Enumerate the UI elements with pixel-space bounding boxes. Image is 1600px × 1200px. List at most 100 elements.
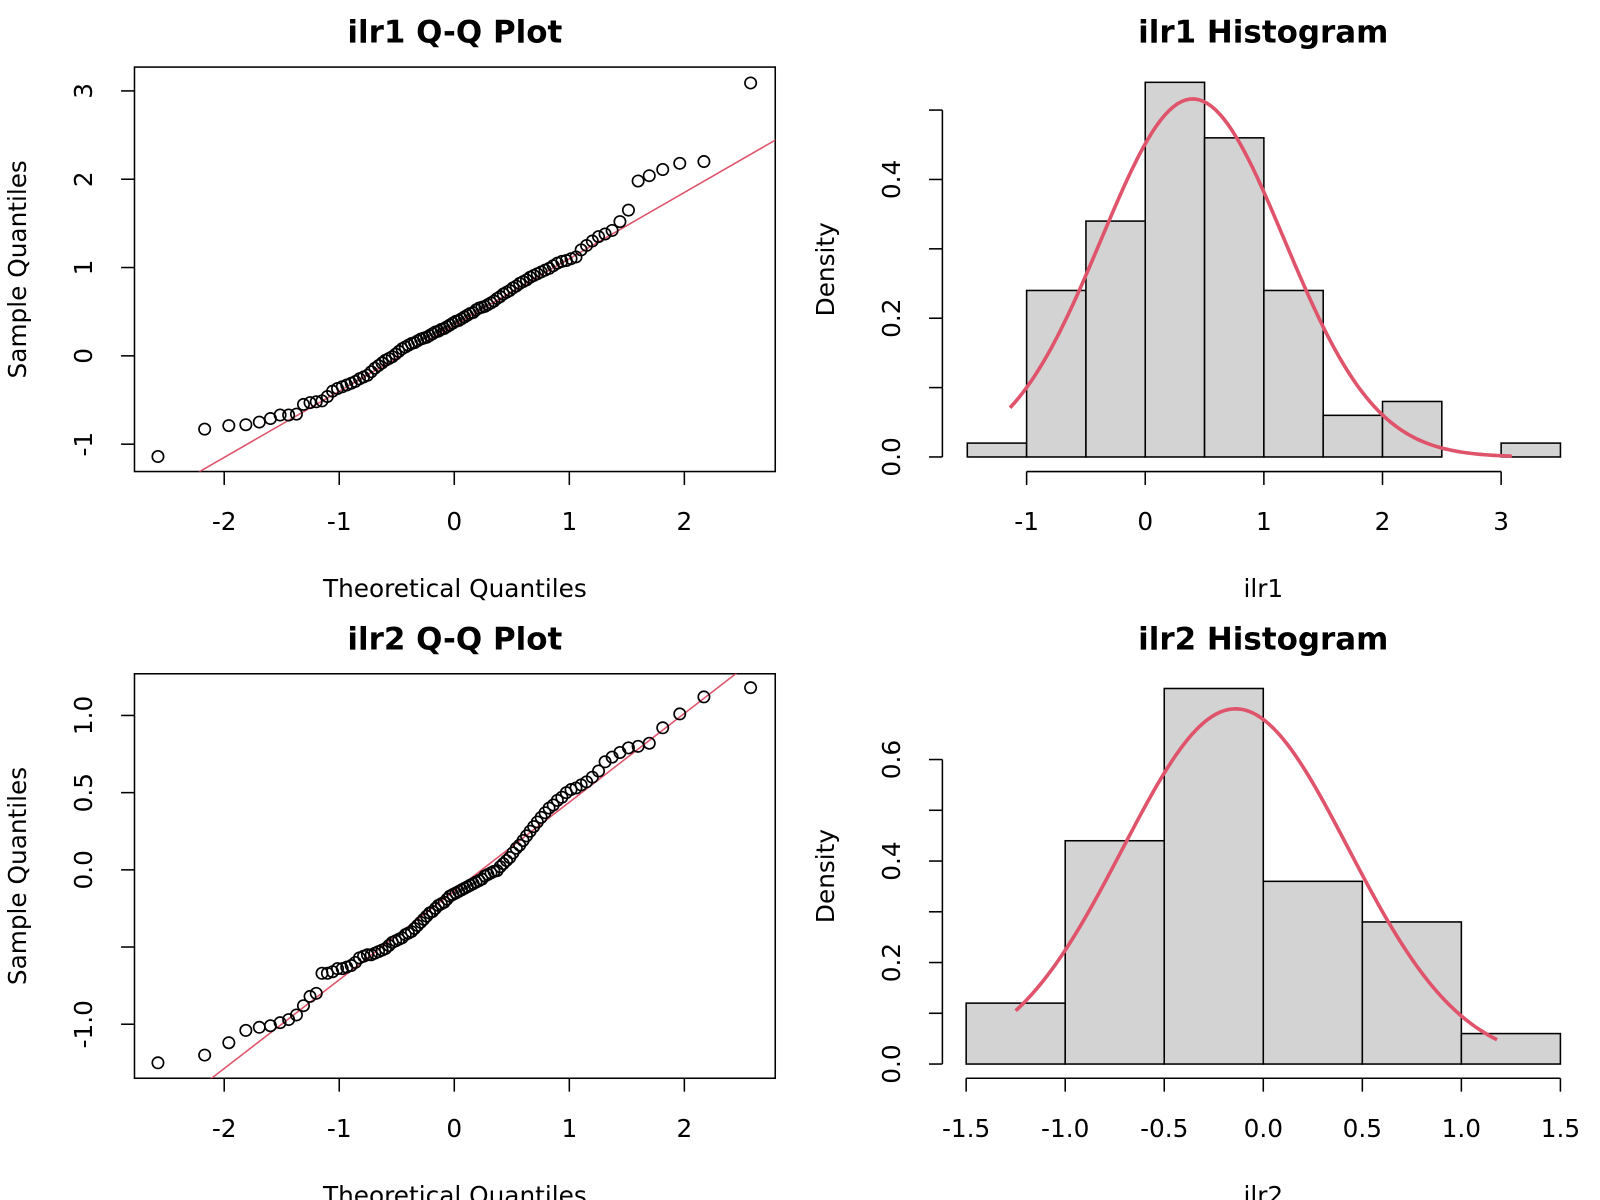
x-tick-label: 3 — [1493, 507, 1509, 536]
x-tick-label: -1 — [327, 1114, 352, 1143]
point — [273, 1016, 287, 1030]
point — [613, 215, 627, 229]
y-tick-label: 0.2 — [877, 299, 906, 338]
bar — [1064, 839, 1166, 1065]
point — [222, 1036, 236, 1050]
point — [331, 962, 345, 976]
panel-title: ilr1 Q-Q Plot — [347, 15, 562, 51]
x-tick-label: 0 — [1137, 507, 1153, 536]
x-tick-label: -0.5 — [1140, 1114, 1188, 1143]
x-tick-label: 2 — [676, 1114, 692, 1143]
y-axis-label: Sample Quantiles — [3, 767, 32, 985]
x-tick-label: 2 — [676, 507, 692, 536]
point — [621, 741, 635, 755]
bar — [965, 1002, 1066, 1065]
y-tick-label: -1.0 — [69, 1000, 98, 1048]
x-tick-label: 1.5 — [1541, 1114, 1580, 1143]
point — [303, 396, 317, 410]
density-curve — [1008, 97, 1512, 458]
bar — [966, 442, 1028, 458]
point — [382, 938, 396, 952]
y-tick-label: 0.6 — [877, 740, 906, 779]
point — [289, 1008, 303, 1022]
plot-box — [133, 673, 777, 1080]
point — [631, 174, 645, 188]
point — [375, 356, 389, 370]
point — [309, 395, 323, 409]
plot-box — [133, 66, 777, 473]
y-axis-label: Density — [811, 829, 840, 923]
point — [744, 76, 758, 90]
point — [744, 681, 758, 695]
point — [555, 254, 569, 268]
x-tick-label: 0.0 — [1244, 1114, 1283, 1143]
bar — [1203, 137, 1265, 458]
point — [697, 690, 711, 704]
y-tick-label: 0.4 — [877, 160, 906, 199]
point — [252, 415, 266, 429]
y-axis-label: Sample Quantiles — [3, 160, 32, 378]
y-tick-label: -1 — [69, 432, 98, 457]
x-tick-label: 0.5 — [1343, 1114, 1382, 1143]
x-tick-label: 2 — [1375, 507, 1391, 536]
point — [642, 736, 656, 750]
y-tick-label: 0.5 — [69, 773, 98, 812]
point — [503, 283, 517, 297]
y-tick-label: 1.0 — [69, 696, 98, 735]
bar — [1262, 880, 1364, 1065]
point — [252, 1020, 266, 1034]
point — [605, 223, 619, 237]
point — [239, 1023, 253, 1037]
x-tick-label: 1 — [1256, 507, 1272, 536]
x-tick-label: 0 — [446, 1114, 462, 1143]
point — [289, 407, 303, 421]
point — [151, 1056, 165, 1070]
bar — [1263, 289, 1324, 458]
y-tick-label: 1 — [69, 260, 98, 276]
point — [296, 397, 310, 411]
x-tick-label: 1 — [561, 1114, 577, 1143]
point — [303, 989, 317, 1003]
density-curve — [1014, 707, 1498, 1042]
x-axis-label: ilr1 — [1243, 574, 1283, 603]
bar — [1361, 921, 1463, 1065]
x-tick-label: 1.0 — [1442, 1114, 1481, 1143]
point — [273, 408, 287, 422]
point — [239, 418, 253, 432]
point — [309, 986, 323, 1000]
y-tick-label: 0.0 — [877, 437, 906, 476]
point — [509, 841, 523, 855]
y-tick-label: 3 — [69, 83, 98, 99]
point — [598, 755, 612, 769]
x-tick-label: -2 — [212, 1114, 237, 1143]
x-tick-label: -1 — [327, 507, 352, 536]
bar — [1163, 687, 1265, 1065]
point — [222, 419, 236, 433]
point — [296, 999, 310, 1013]
panel-title: ilr2 Histogram — [1138, 621, 1388, 657]
y-tick-label: 0.4 — [877, 841, 906, 880]
x-tick-label: -1 — [1014, 507, 1039, 536]
point — [673, 707, 687, 721]
point — [198, 422, 212, 436]
x-axis-label: ilr2 — [1243, 1181, 1283, 1200]
point — [697, 155, 711, 169]
panel-title: ilr2 Q-Q Plot — [347, 621, 562, 657]
point — [642, 169, 656, 183]
point — [392, 344, 406, 358]
point — [656, 721, 670, 735]
y-tick-label: 0 — [69, 348, 98, 364]
y-axis-label: Density — [811, 222, 840, 316]
x-tick-label: -1.0 — [1041, 1114, 1089, 1143]
x-tick-label: 1 — [561, 507, 577, 536]
y-tick-label: 0.0 — [69, 850, 98, 889]
x-tick-label: -1.5 — [942, 1114, 990, 1143]
point — [151, 450, 165, 464]
point — [592, 764, 606, 778]
x-axis-label: Theoretical Quantiles — [322, 574, 587, 603]
bar — [1500, 442, 1562, 458]
x-axis-label: Theoretical Quantiles — [322, 1181, 587, 1200]
point — [555, 790, 569, 804]
